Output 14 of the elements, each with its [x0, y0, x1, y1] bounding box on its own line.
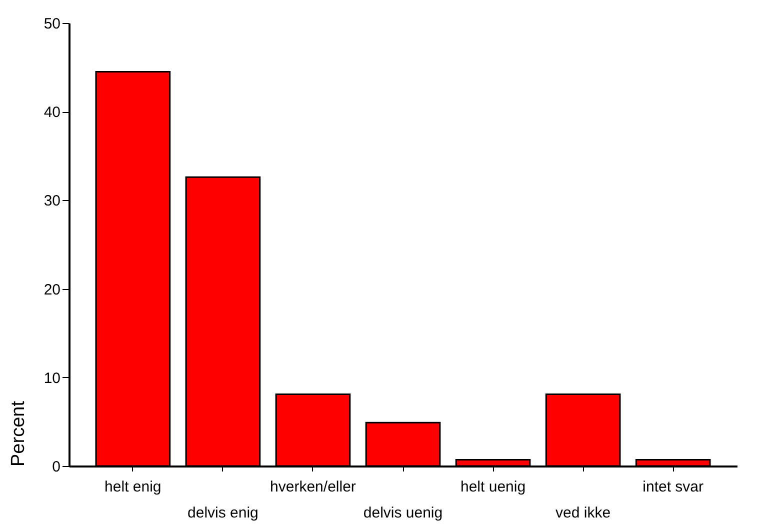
y-axis-title: Percent — [8, 400, 29, 466]
y-tick-label: 40 — [44, 104, 60, 122]
x-tick-label: delvis uenig — [363, 504, 443, 522]
y-tick-label: 30 — [44, 192, 60, 210]
x-tick-label: intet svar — [642, 478, 704, 496]
x-tick-label: helt uenig — [460, 478, 526, 496]
y-tick-label: 10 — [44, 370, 60, 387]
x-tick-label: helt enig — [104, 478, 162, 496]
y-tick-label: 0 — [52, 458, 60, 476]
y-tick-label: 20 — [44, 281, 60, 298]
x-tick-label: hverken/eller — [270, 478, 356, 496]
x-tick-label: delvis enig — [188, 504, 258, 522]
y-tick-label: 50 — [44, 16, 60, 32]
x-tick-label: ved ikke — [556, 504, 611, 522]
